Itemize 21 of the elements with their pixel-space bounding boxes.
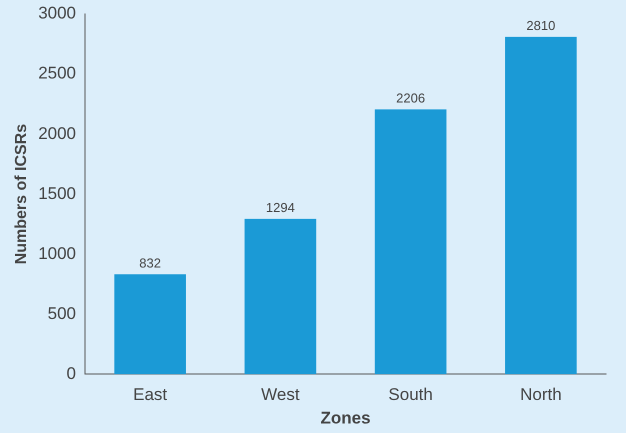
y-tick-label: 1000 [38,244,76,263]
y-tick-label: 2500 [38,64,76,83]
x-tick-label: East [133,385,168,404]
y-tick-label: 3000 [38,4,76,23]
bar [244,218,316,374]
bar [114,274,186,374]
y-tick-label: 1500 [38,184,76,203]
x-tick-label: North [520,385,562,404]
y-tick-label: 0 [66,364,76,383]
y-axis-title: Numbers of ICSRs [13,124,30,264]
data-label: 2206 [396,90,426,106]
x-axis-title: Zones [320,408,371,428]
data-label: 1294 [266,200,295,215]
x-tick-label: West [261,385,300,404]
data-label: 2810 [526,18,556,33]
y-tick-label: 500 [48,304,76,323]
bar [505,36,577,374]
x-tick-label: South [388,385,433,404]
bar [374,109,446,374]
y-tick-label: 2000 [38,124,76,143]
data-label: 832 [139,255,161,270]
